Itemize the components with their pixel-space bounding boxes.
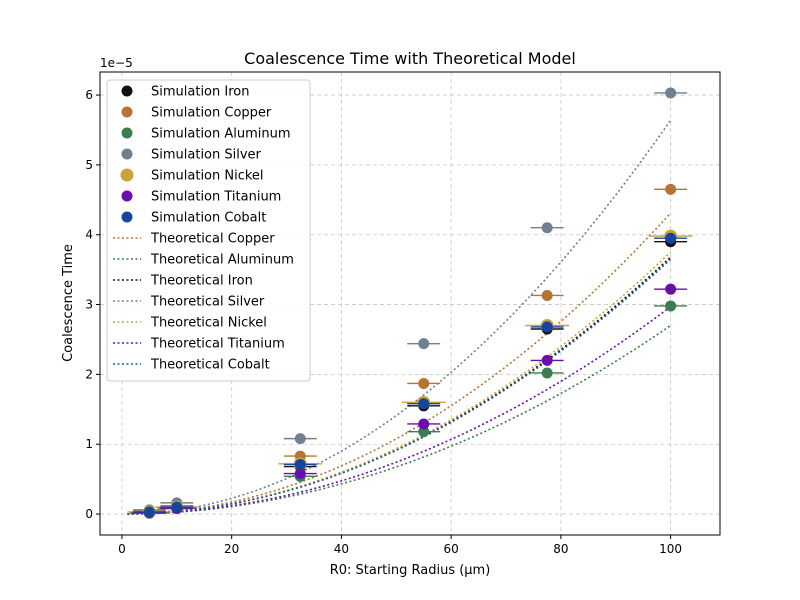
legend-label: Simulation Titanium: [151, 190, 281, 205]
data-point: [294, 458, 306, 470]
legend-item: Theoretical Copper: [113, 232, 275, 247]
legend-item: Theoretical Aluminum: [113, 253, 294, 268]
legend-label: Theoretical Iron: [150, 274, 253, 289]
legend-item: Theoretical Cobalt: [113, 358, 270, 373]
legend-label: Simulation Iron: [151, 85, 249, 100]
point-series: [132, 232, 688, 518]
y-tick-label: 4: [85, 228, 93, 242]
legend-label: Simulation Silver: [151, 148, 262, 163]
y-tick-label: 5: [85, 158, 93, 172]
y-tick-label: 2: [85, 367, 93, 381]
legend-marker: [120, 168, 134, 182]
data-point: [665, 232, 677, 244]
data-point: [665, 183, 677, 195]
legend-label: Simulation Cobalt: [151, 211, 266, 226]
data-point: [665, 87, 677, 99]
x-tick-label: 40: [334, 542, 349, 556]
data-point: [294, 468, 306, 480]
legend-item: Theoretical Titanium: [113, 337, 285, 352]
legend-item: Simulation Cobalt: [121, 211, 266, 226]
y-axis-label: Coalescence Time: [61, 244, 76, 362]
data-point: [541, 367, 553, 379]
legend-item: Simulation Copper: [121, 106, 272, 121]
legend-item: Simulation Nickel: [120, 168, 264, 184]
data-point: [665, 300, 677, 312]
theory-curve: [127, 212, 672, 515]
legend-item: Simulation Silver: [121, 148, 262, 163]
y-tick-label: 1: [85, 437, 93, 451]
axis-ticks: 0 20 40 60 80 100 0 1 2 3 4 5 6: [85, 88, 682, 556]
legend-label: Theoretical Silver: [150, 295, 265, 310]
data-point: [541, 354, 553, 366]
x-tick-label: 100: [659, 542, 682, 556]
x-tick-label: 80: [553, 542, 568, 556]
legend-label: Simulation Copper: [151, 106, 272, 121]
legend: Simulation Iron Simulation Copper Simulati…: [106, 79, 311, 382]
chart-title: Coalescence Time with Theoretical Model: [244, 49, 576, 68]
legend-label: Theoretical Titanium: [150, 337, 285, 352]
legend-label: Theoretical Nickel: [150, 316, 267, 331]
data-point: [418, 338, 430, 350]
simulation-points: [127, 87, 693, 519]
legend-item: Simulation Titanium: [121, 190, 281, 205]
legend-label: Simulation Aluminum: [151, 127, 291, 142]
legend-item: Theoretical Silver: [113, 295, 265, 310]
x-tick-label: 0: [118, 542, 126, 556]
data-point: [418, 377, 430, 389]
data-point: [541, 222, 553, 234]
data-point: [171, 501, 183, 513]
legend-item: Simulation Iron: [121, 85, 249, 100]
data-point: [418, 418, 430, 430]
legend-item: Simulation Aluminum: [121, 127, 291, 142]
legend-item: Theoretical Nickel: [113, 316, 267, 331]
data-point: [418, 398, 430, 410]
legend-label: Simulation Nickel: [151, 169, 264, 184]
data-point: [418, 426, 430, 438]
data-point: [665, 283, 677, 295]
theory-curve: [127, 258, 672, 515]
plot-frame: [99, 71, 721, 536]
x-tick-label: 20: [224, 542, 239, 556]
y-offset-label: 1e−5: [100, 56, 133, 70]
legend-marker: [121, 211, 133, 223]
theory-curve: [127, 119, 672, 515]
data-point: [143, 506, 155, 518]
y-tick-label: 6: [85, 88, 93, 102]
legend-item: Theoretical Iron: [113, 274, 253, 289]
legend-marker: [121, 106, 133, 118]
y-tick-label: 0: [85, 507, 93, 521]
y-tick-label: 3: [85, 298, 93, 312]
data-point: [541, 289, 553, 301]
x-axis-label: R0: Starting Radius (μm): [330, 563, 491, 578]
legend-marker: [121, 85, 133, 97]
legend-label: Theoretical Aluminum: [150, 253, 294, 268]
legend-box: [106, 79, 311, 382]
theory-curves: [127, 119, 672, 515]
legend-marker: [121, 148, 133, 160]
legend-marker: [121, 127, 133, 139]
theory-curve: [127, 306, 672, 515]
x-tick-label: 60: [444, 542, 459, 556]
legend-marker: [121, 190, 133, 202]
data-point: [294, 433, 306, 445]
data-point: [541, 321, 553, 333]
legend-label: Theoretical Copper: [150, 232, 275, 247]
legend-label: Theoretical Cobalt: [150, 358, 270, 373]
